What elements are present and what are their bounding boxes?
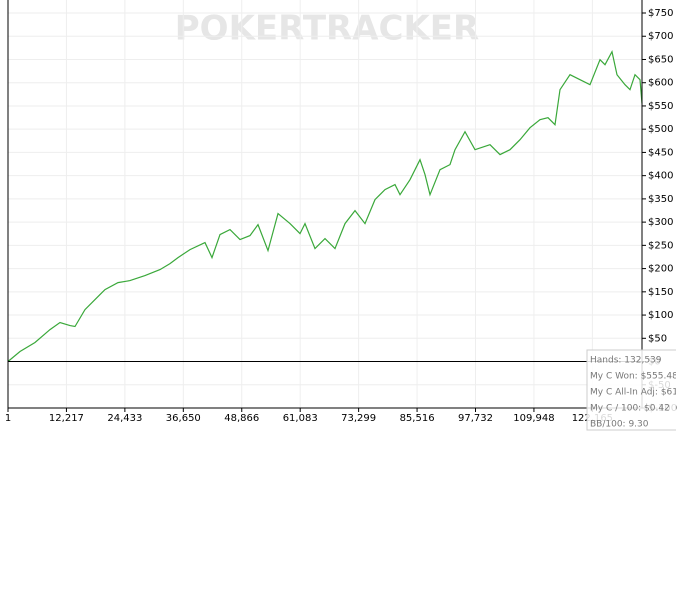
y-tick-label: $500	[648, 124, 673, 135]
y-tick-label: $300	[648, 217, 673, 228]
x-tick-label: 24,433	[107, 413, 142, 424]
x-tick-label: 97,732	[458, 413, 493, 424]
line-series	[7, 49, 643, 362]
y-tick-label: $100	[648, 310, 673, 321]
y-tick-label: $650	[648, 54, 673, 65]
tooltip-line: My C All-In Adj: $614	[590, 388, 684, 398]
x-tick-label: 36,650	[166, 413, 201, 424]
x-tick-label: 85,516	[400, 413, 435, 424]
y-tick-label: $600	[648, 78, 673, 89]
y-tick-label: $200	[648, 264, 673, 275]
tooltip-line: My C / 100: $0.42	[590, 404, 670, 414]
x-tick-label: 61,083	[283, 413, 318, 424]
tooltip-line: Hands: 132,539	[590, 356, 662, 366]
tooltip-line: BB/100: 9.30	[590, 420, 649, 430]
y-tick-label: $750	[648, 8, 673, 19]
y-tick-label: $550	[648, 101, 673, 112]
y-tick-label: $50	[648, 333, 667, 344]
y-tick-label: $150	[648, 287, 673, 298]
y-tick-label: $700	[648, 31, 673, 42]
x-tick-label: 1	[5, 413, 11, 424]
x-tick-label: 73,299	[341, 413, 376, 424]
y-tick-label: $450	[648, 147, 673, 158]
y-tick-label: $400	[648, 171, 673, 182]
y-tick-label: $350	[648, 194, 673, 205]
watermark: POKERTRACKER	[175, 9, 479, 49]
x-tick-label: 12,217	[49, 413, 84, 424]
x-tick-label: 48,866	[224, 413, 259, 424]
x-tick-label: 109,948	[513, 413, 554, 424]
y-tick-label: $250	[648, 240, 673, 251]
tooltip-line: My C Won: $555.48	[590, 372, 678, 382]
tooltip-box	[586, 349, 676, 431]
